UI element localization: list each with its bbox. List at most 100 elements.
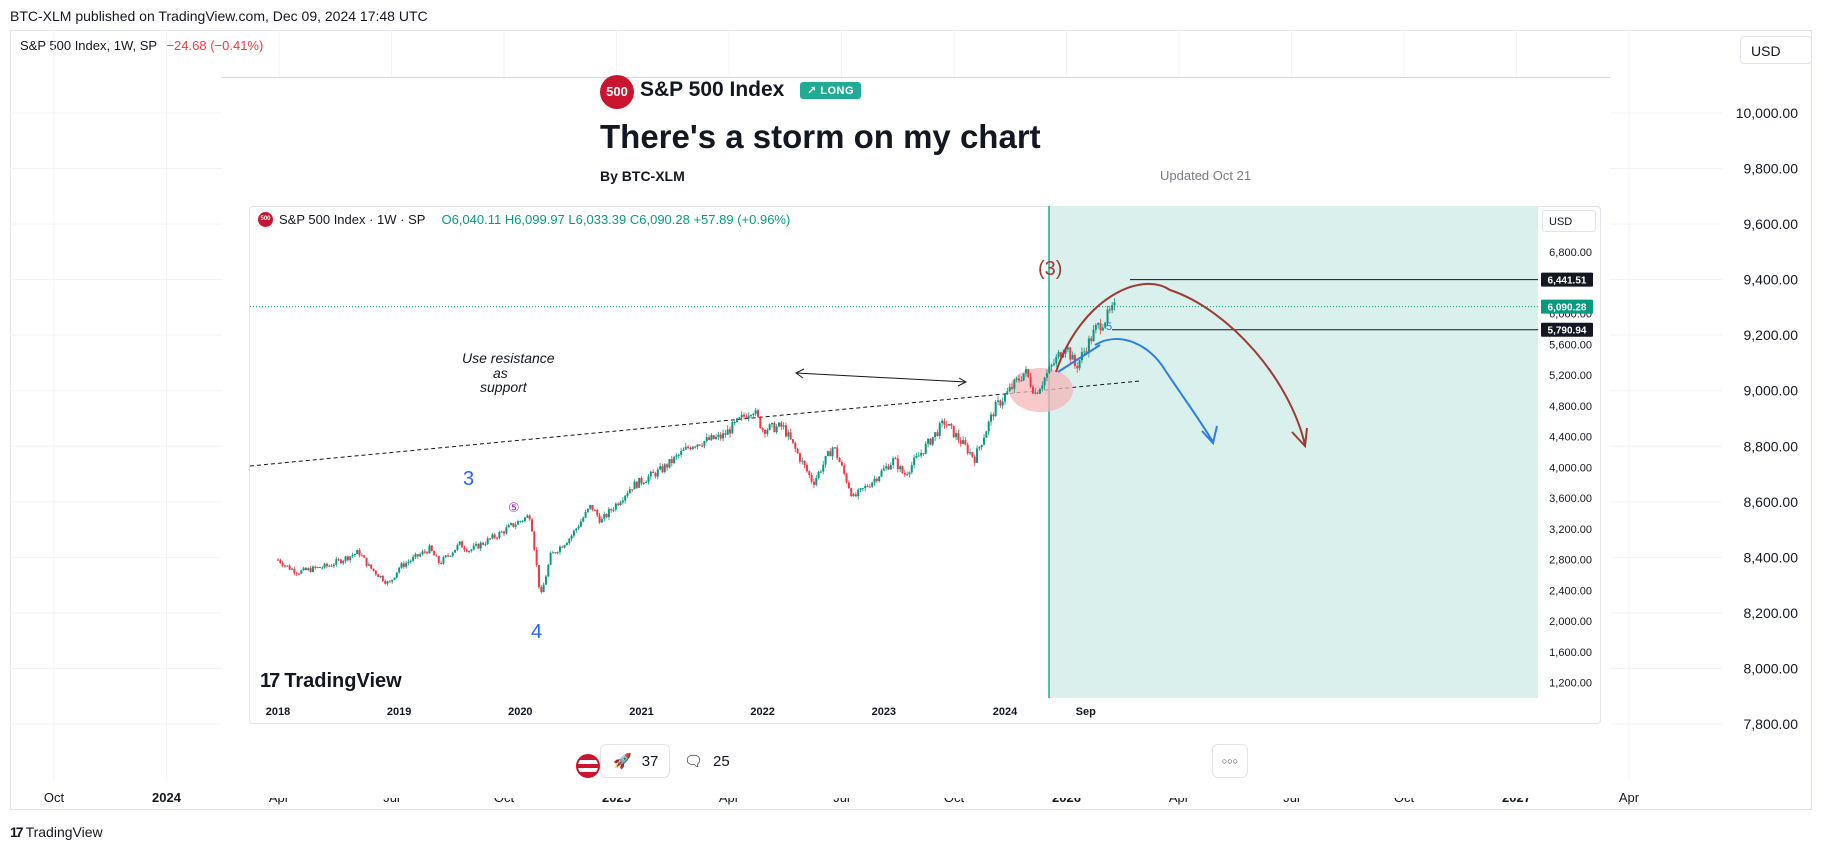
candle <box>533 530 536 551</box>
boost-button[interactable]: 🚀 37 <box>600 744 670 778</box>
candle <box>477 543 480 549</box>
candle <box>619 500 622 506</box>
note-line-3: support <box>480 379 528 395</box>
candle <box>724 429 727 438</box>
resistance-trendline <box>249 380 1141 467</box>
candle <box>812 478 815 489</box>
candle <box>384 579 387 585</box>
rocket-icon: 🚀 <box>613 753 632 770</box>
candle <box>323 562 326 569</box>
inner-currency-button[interactable]: USD <box>1542 210 1596 232</box>
candle <box>321 565 324 570</box>
candle <box>626 490 629 498</box>
candle <box>941 418 944 427</box>
price-tag: 6,441.51 <box>1541 272 1593 287</box>
candle <box>556 551 559 555</box>
idea-symbol[interactable]: S&P 500 Index <box>640 78 785 101</box>
candle <box>661 463 664 474</box>
candle <box>677 453 680 459</box>
candle <box>628 486 631 494</box>
mini-symbol-badge: 500 <box>258 212 273 227</box>
candle <box>1108 305 1111 314</box>
candle <box>470 548 473 553</box>
candle <box>1076 362 1079 373</box>
candle <box>447 553 450 558</box>
candle <box>1071 351 1074 360</box>
wave-3-label: 3 <box>463 468 474 490</box>
inner-y-tick-label: 4,800.00 <box>1549 401 1592 413</box>
candle <box>617 502 620 507</box>
candle <box>722 429 725 442</box>
candle <box>847 480 850 489</box>
candle <box>614 502 617 512</box>
candle <box>929 437 932 446</box>
candle <box>794 441 797 453</box>
candle <box>642 482 645 486</box>
forecast-zone <box>1049 206 1538 698</box>
candle <box>962 436 965 445</box>
candle <box>309 565 312 573</box>
candle <box>360 553 363 557</box>
candle <box>318 566 321 569</box>
candle <box>882 464 885 471</box>
candle <box>1087 335 1090 358</box>
candle <box>307 567 310 571</box>
candle <box>283 564 286 568</box>
more-options-button[interactable]: ○○○ <box>1212 744 1248 778</box>
candle <box>1069 346 1072 364</box>
candle <box>917 451 920 457</box>
candle <box>906 471 909 476</box>
candle <box>367 562 370 567</box>
candle <box>484 541 487 547</box>
long-label: LONG <box>820 85 855 97</box>
candle <box>889 462 892 470</box>
candle <box>554 552 557 554</box>
candle <box>1050 363 1053 372</box>
candle <box>1045 369 1048 382</box>
candle <box>537 565 540 590</box>
inner-x-tick-label: 2021 <box>629 706 653 718</box>
candle <box>1020 376 1023 382</box>
candle <box>500 530 503 533</box>
candle <box>1101 324 1104 332</box>
candle <box>915 452 918 459</box>
inner-y-tick-label: 4,400.00 <box>1549 432 1592 444</box>
candle <box>391 579 394 584</box>
comments-button[interactable]: 🗨 25 <box>684 744 748 778</box>
candle <box>957 429 960 444</box>
candle <box>990 412 993 426</box>
candle <box>300 569 303 575</box>
candle <box>1036 391 1039 395</box>
candle <box>878 476 881 483</box>
candle <box>761 426 764 433</box>
inner-chart-frame <box>249 206 1601 724</box>
candle <box>805 462 808 473</box>
candle <box>743 412 746 420</box>
candle <box>1031 385 1034 395</box>
candle <box>719 432 722 441</box>
candle <box>433 550 436 556</box>
currency-button[interactable]: USD <box>1740 36 1812 64</box>
outer-y-tick-label: 9,400.00 <box>1744 272 1799 288</box>
us-flag-avatar-icon[interactable] <box>576 754 600 778</box>
candle <box>1099 318 1102 335</box>
candle <box>726 425 729 435</box>
candle <box>789 428 792 440</box>
candle <box>458 541 461 546</box>
candle <box>624 495 627 504</box>
candle <box>395 572 398 580</box>
candle <box>510 522 513 526</box>
candle <box>971 451 974 459</box>
resistance-note: Use resistance as support <box>462 350 555 395</box>
candle <box>892 456 895 469</box>
candle <box>1090 336 1093 345</box>
candle <box>782 422 785 430</box>
candle <box>754 407 757 417</box>
candle <box>381 574 384 583</box>
candle <box>659 463 662 471</box>
candle <box>612 507 615 513</box>
idea-author[interactable]: By BTC-XLM <box>600 168 685 184</box>
arrow-up-right-icon: ↗ <box>807 85 817 97</box>
candle <box>356 549 359 554</box>
